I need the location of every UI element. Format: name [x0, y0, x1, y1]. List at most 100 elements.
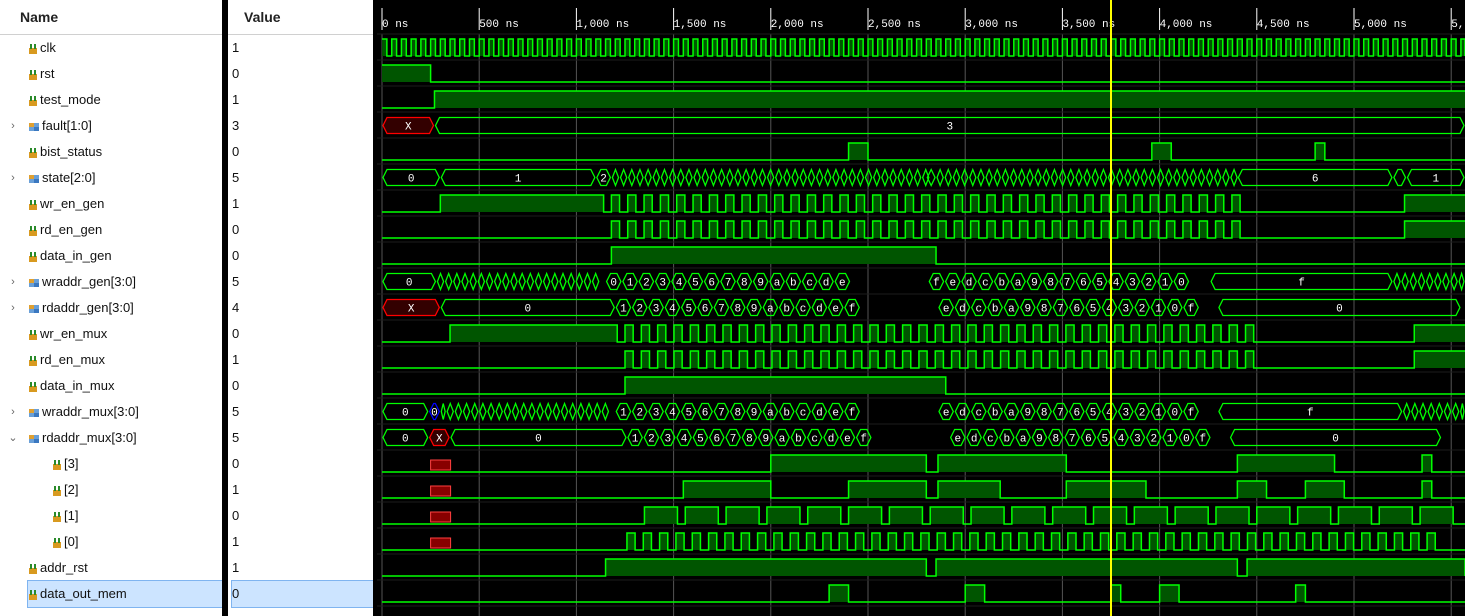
bit-signal-icon [29, 95, 37, 106]
high-fill [741, 39, 747, 56]
wraddr-mux-bus-segment [462, 401, 471, 422]
high-fill [1166, 195, 1175, 212]
expand-chevron-icon[interactable]: › [11, 172, 15, 184]
wraddr-mux-bus-segment [519, 401, 528, 422]
wraddr-mux-bus-segment [1435, 401, 1444, 422]
time-tick-label: 5, [1451, 19, 1464, 31]
wraddr-mux-bus-segment [1117, 402, 1134, 421]
state-bus-segment [1173, 167, 1181, 188]
high-fill [1217, 39, 1223, 56]
signal-name-row[interactable]: [0] [52, 529, 222, 555]
rdaddr-mux-bus-segment [1080, 428, 1097, 447]
wraddr-mux-bus-label: d [959, 408, 966, 420]
signal-name-row[interactable]: › rdaddr_gen[3:0] [11, 295, 222, 321]
high-fill [807, 221, 816, 238]
signal-name-row[interactable]: test_mode [28, 87, 222, 113]
state-bus-segment [1237, 168, 1393, 187]
high-fill [791, 195, 800, 212]
rdaddr-mux-bus-segment [1162, 428, 1178, 447]
high-fill [673, 325, 683, 342]
high-fill [420, 39, 426, 56]
high-fill [953, 533, 962, 550]
high-fill [1212, 325, 1222, 342]
rdaddr-gen-bus-label: 3 [653, 304, 660, 316]
high-fill [937, 455, 1067, 472]
signal-name-row[interactable]: data_out_mem [27, 580, 223, 608]
high-fill [930, 507, 964, 524]
high-fill [1133, 221, 1143, 238]
expand-chevron-icon[interactable]: › [11, 120, 15, 132]
column-splitter[interactable] [222, 0, 228, 616]
signal-name-row[interactable]: [3] [52, 451, 222, 477]
rdaddr-gen-bus-segment [631, 298, 648, 317]
signal-name-row[interactable]: wr_en_gen [28, 191, 222, 217]
signal-name-row[interactable]: ⌄ rdaddr_mux[3:0] [8, 425, 222, 451]
wraddr-mux-bus-segment [454, 401, 463, 422]
high-fill [888, 533, 897, 550]
state-bus-segment [985, 167, 993, 188]
wraddr-mux-bus-label: 9 [1024, 408, 1031, 420]
signal-name-row[interactable]: clk [28, 35, 222, 61]
wraddr-mux-bus-label: c [800, 408, 807, 420]
expand-chevron-icon[interactable]: › [11, 406, 15, 418]
signal-name-row[interactable]: › wraddr_gen[3:0] [11, 269, 222, 295]
wraddr-gen-bus-segment [534, 271, 543, 292]
high-fill [1363, 39, 1369, 56]
high-fill [791, 221, 800, 238]
high-fill [625, 39, 630, 56]
wraddr-gen-bus-segment [801, 272, 818, 291]
signal-name-row[interactable]: rst [28, 61, 222, 87]
waveform-area[interactable]: 0 ns 500 ns 1,000 ns 1,500 ns 2,000 ns 2,500 … [377, 0, 1465, 616]
wraddr-gen-bus-label: 6 [1080, 278, 1087, 290]
high-fill [970, 195, 979, 212]
value-column-header[interactable]: Value [228, 0, 373, 34]
state-bus-segment [921, 167, 930, 188]
high-fill [659, 533, 668, 550]
signal-name-row[interactable]: bist_status [28, 139, 222, 165]
high-fill [1062, 39, 1068, 56]
signal-name-row[interactable]: addr_rst [28, 555, 222, 581]
high-fill [1163, 351, 1173, 368]
name-column-header[interactable]: Name [0, 0, 222, 34]
rdaddr-gen-bus-label: 7 [718, 304, 725, 316]
high-fill [804, 351, 813, 368]
bit-signal-icon [29, 147, 37, 158]
high-fill [434, 91, 1465, 108]
wraddr-gen-bus-segment [477, 271, 486, 292]
wraddr-mux-bus-segment [746, 402, 762, 421]
signal-name-row[interactable]: rd_en_gen [28, 217, 222, 243]
high-fill [1098, 351, 1107, 368]
wraddr-mux-bus-segment [382, 402, 429, 421]
wraddr-gen-bus-label: 5 [692, 278, 699, 290]
state-bus-segment [977, 167, 985, 188]
signal-name-row[interactable]: › wraddr_mux[3:0] [11, 399, 222, 425]
high-fill [986, 533, 995, 550]
signal-name-row[interactable]: [2] [52, 477, 222, 503]
high-fill [1345, 533, 1354, 550]
high-fill [1111, 39, 1116, 56]
signal-name-row[interactable]: [1] [52, 503, 222, 529]
wraddr-gen-bus-label: 0 [1178, 278, 1185, 290]
state-bus-segment [864, 167, 873, 188]
rdaddr-gen-bus-label: d [959, 304, 966, 316]
expand-chevron-icon[interactable]: › [11, 276, 15, 288]
expand-chevron-icon[interactable]: › [11, 302, 15, 314]
signal-name-row[interactable]: data_in_gen [28, 243, 222, 269]
wraddr-gen-bus-label: b [998, 278, 1005, 290]
bus-icon [29, 434, 39, 443]
signal-name-row[interactable]: data_in_mux [28, 373, 222, 399]
undefined-marker [430, 459, 452, 471]
rdaddr-gen-bus-segment [680, 298, 697, 317]
rdaddr-gen-bus-segment [382, 298, 441, 317]
collapse-chevron-icon[interactable]: ⌄ [8, 432, 18, 444]
high-fill [1049, 351, 1058, 368]
signal-name-row[interactable]: › state[2:0] [11, 165, 222, 191]
high-fill [984, 39, 990, 56]
rdaddr-gen-bus-label: d [816, 304, 823, 316]
signal-name-row[interactable]: wr_en_mux [28, 321, 222, 347]
signal-name-row[interactable]: › fault[1:0] [11, 113, 222, 139]
signal-name-row[interactable]: rd_en_mux [28, 347, 222, 373]
panel-splitter[interactable] [373, 0, 377, 616]
rdaddr-mux-bus-label: f [1199, 434, 1206, 446]
high-fill [706, 351, 715, 368]
